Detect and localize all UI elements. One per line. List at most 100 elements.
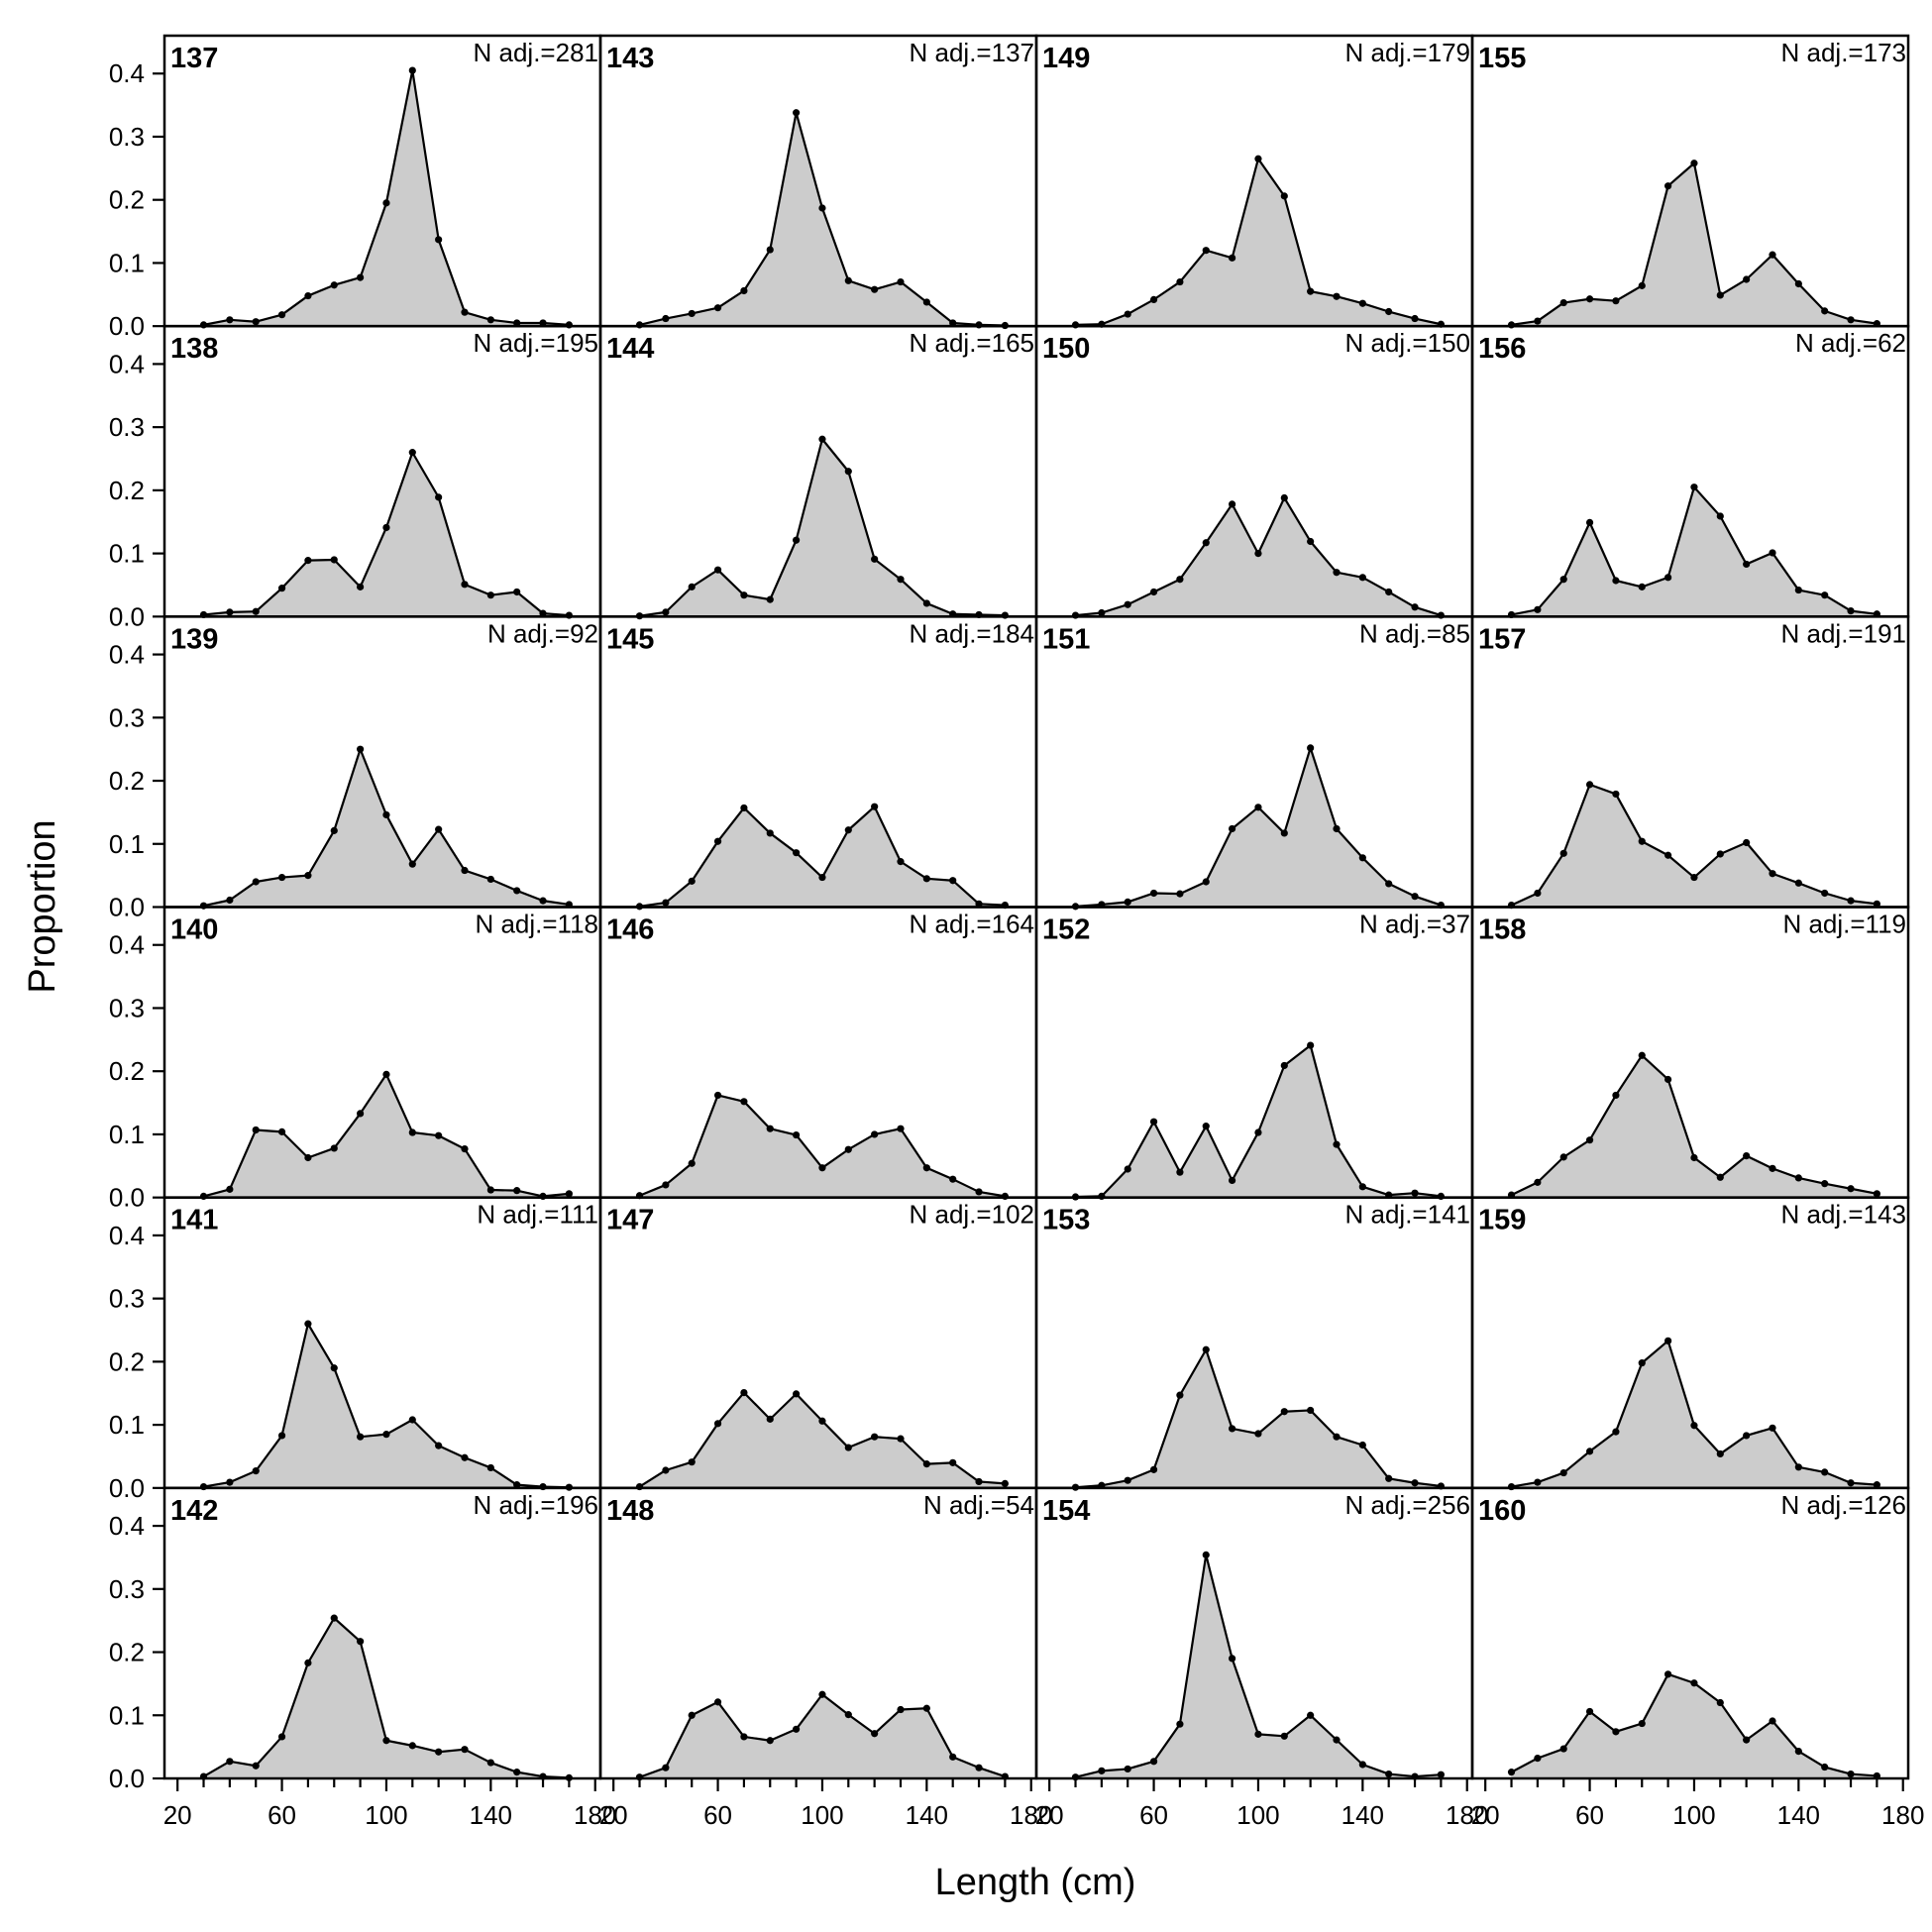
panel-143-point-90 — [793, 109, 801, 117]
panel-150-point-100 — [1254, 550, 1262, 558]
panel-139-point-110 — [408, 860, 416, 868]
panel-144-point-90 — [793, 536, 801, 544]
panel-157-point-50 — [1559, 849, 1567, 857]
x-tick-label-154-20: 20 — [1035, 1800, 1064, 1830]
panel-152: 152 N adj.=37 — [1034, 906, 1474, 1201]
panel-149-n-adj: N adj.=179 — [1345, 38, 1470, 67]
panel-152-point-70 — [1176, 1168, 1184, 1176]
panel-137-point-160 — [539, 319, 547, 327]
panel-149-point-130 — [1333, 292, 1341, 300]
panel-145: 145 N adj.=184 — [598, 615, 1038, 911]
panel-160-point-120 — [1743, 1736, 1751, 1744]
x-tick-label-154-180: 180 — [1446, 1800, 1488, 1830]
panel-138-point-100 — [382, 523, 390, 532]
panel-153-point-160 — [1411, 1479, 1419, 1487]
panel-147-point-140 — [922, 1460, 930, 1468]
panel-158-point-120 — [1743, 1152, 1751, 1160]
panel-155-label: 155 — [1478, 43, 1526, 74]
panel-142-area — [203, 1618, 570, 1778]
panel-138-point-50 — [252, 607, 260, 615]
panel-152-point-110 — [1280, 1061, 1288, 1070]
panel-159-area — [1511, 1341, 1878, 1488]
panel-160-point-160 — [1847, 1770, 1855, 1778]
panel-158-point-50 — [1559, 1153, 1567, 1161]
panel-149-label: 149 — [1042, 43, 1090, 74]
panel-153-point-50 — [1124, 1476, 1131, 1484]
panel-149-point-60 — [1149, 295, 1158, 303]
panel-151: 151 N adj.=85 — [1034, 615, 1474, 911]
panel-153-n-adj: N adj.=141 — [1345, 1200, 1470, 1230]
y-tick-label-141-0: 0.0 — [109, 1473, 145, 1503]
panel-142-point-80 — [330, 1614, 338, 1622]
panel-156-point-90 — [1664, 574, 1672, 582]
x-tick-label-160-20: 20 — [1471, 1800, 1500, 1830]
panel-154-area — [1075, 1555, 1442, 1778]
panel-141-point-100 — [382, 1431, 390, 1439]
panel-145-point-150 — [949, 877, 957, 885]
panel-143-point-150 — [949, 319, 957, 327]
panel-146-n-adj: N adj.=164 — [910, 910, 1034, 939]
panel-148-point-80 — [766, 1737, 774, 1745]
panel-157-point-60 — [1585, 781, 1594, 789]
panel-143-point-120 — [871, 285, 879, 293]
panel-140-point-90 — [357, 1110, 365, 1118]
panel-137-point-70 — [304, 291, 312, 300]
panel-160-point-50 — [1559, 1745, 1567, 1753]
panel-154-point-110 — [1280, 1732, 1288, 1740]
panel-137-point-50 — [252, 318, 260, 326]
panel-156-point-160 — [1847, 606, 1855, 615]
panel-138-point-120 — [435, 493, 443, 501]
panel-139-point-150 — [513, 887, 521, 895]
panel-159-label: 159 — [1478, 1205, 1526, 1236]
panel-144-point-60 — [713, 566, 722, 574]
panel-139-point-140 — [486, 875, 494, 884]
panel-145-point-80 — [766, 829, 774, 837]
panel-137-point-150 — [513, 319, 521, 327]
panel-152-point-120 — [1307, 1041, 1315, 1049]
panel-158-area — [1511, 1055, 1878, 1198]
panel-146-point-150 — [949, 1175, 957, 1183]
panel-148-point-100 — [818, 1690, 826, 1698]
y-tick-label-137-1: 0.1 — [109, 248, 145, 277]
panel-141: 141 N adj.=111 — [162, 1196, 602, 1491]
x-tick-label-154-100: 100 — [1236, 1800, 1279, 1830]
panel-138: 138 N adj.=195 — [162, 324, 602, 619]
panel-138-point-60 — [277, 585, 286, 592]
panel-158-label: 158 — [1478, 914, 1526, 946]
panel-160-point-60 — [1585, 1707, 1594, 1716]
x-tick-label-148-180: 180 — [1010, 1800, 1052, 1830]
panel-147-label: 147 — [606, 1205, 654, 1236]
panel-155-point-150 — [1821, 307, 1829, 315]
panel-143-point-60 — [713, 304, 722, 312]
panel-142-point-70 — [304, 1659, 312, 1666]
y-tick-label-140-4: 0.4 — [109, 930, 145, 960]
panel-141-area — [203, 1324, 570, 1488]
panel-150-point-160 — [1411, 603, 1419, 611]
panel-140-point-60 — [277, 1127, 286, 1135]
panel-144-label: 144 — [606, 333, 654, 365]
panel-143-point-140 — [922, 298, 930, 306]
panel-156-point-130 — [1769, 549, 1776, 557]
panel-154-point-150 — [1385, 1770, 1393, 1778]
panel-156-point-150 — [1821, 591, 1829, 599]
panel-148-point-60 — [713, 1698, 722, 1706]
panel-156-point-110 — [1716, 512, 1724, 520]
panel-157-n-adj: N adj.=191 — [1781, 618, 1906, 648]
panel-141-point-60 — [277, 1432, 286, 1440]
panel-137-label: 137 — [170, 43, 218, 74]
panel-141-point-40 — [226, 1478, 234, 1486]
panel-153-point-100 — [1254, 1430, 1262, 1438]
panel-138-point-80 — [330, 556, 338, 564]
panel-137-point-60 — [277, 311, 286, 319]
panel-154-point-130 — [1333, 1736, 1341, 1744]
panel-144-point-50 — [688, 583, 696, 590]
panel-138-point-140 — [486, 591, 494, 599]
panel-142-point-50 — [252, 1762, 260, 1770]
panel-154-point-170 — [1437, 1771, 1445, 1778]
panel-137: 137 N adj.=281 — [162, 34, 602, 329]
panel-149-point-80 — [1202, 247, 1210, 255]
panel-141-point-70 — [304, 1320, 312, 1328]
y-tick-label-137-0: 0.0 — [109, 311, 145, 341]
panel-157-point-40 — [1534, 889, 1542, 898]
